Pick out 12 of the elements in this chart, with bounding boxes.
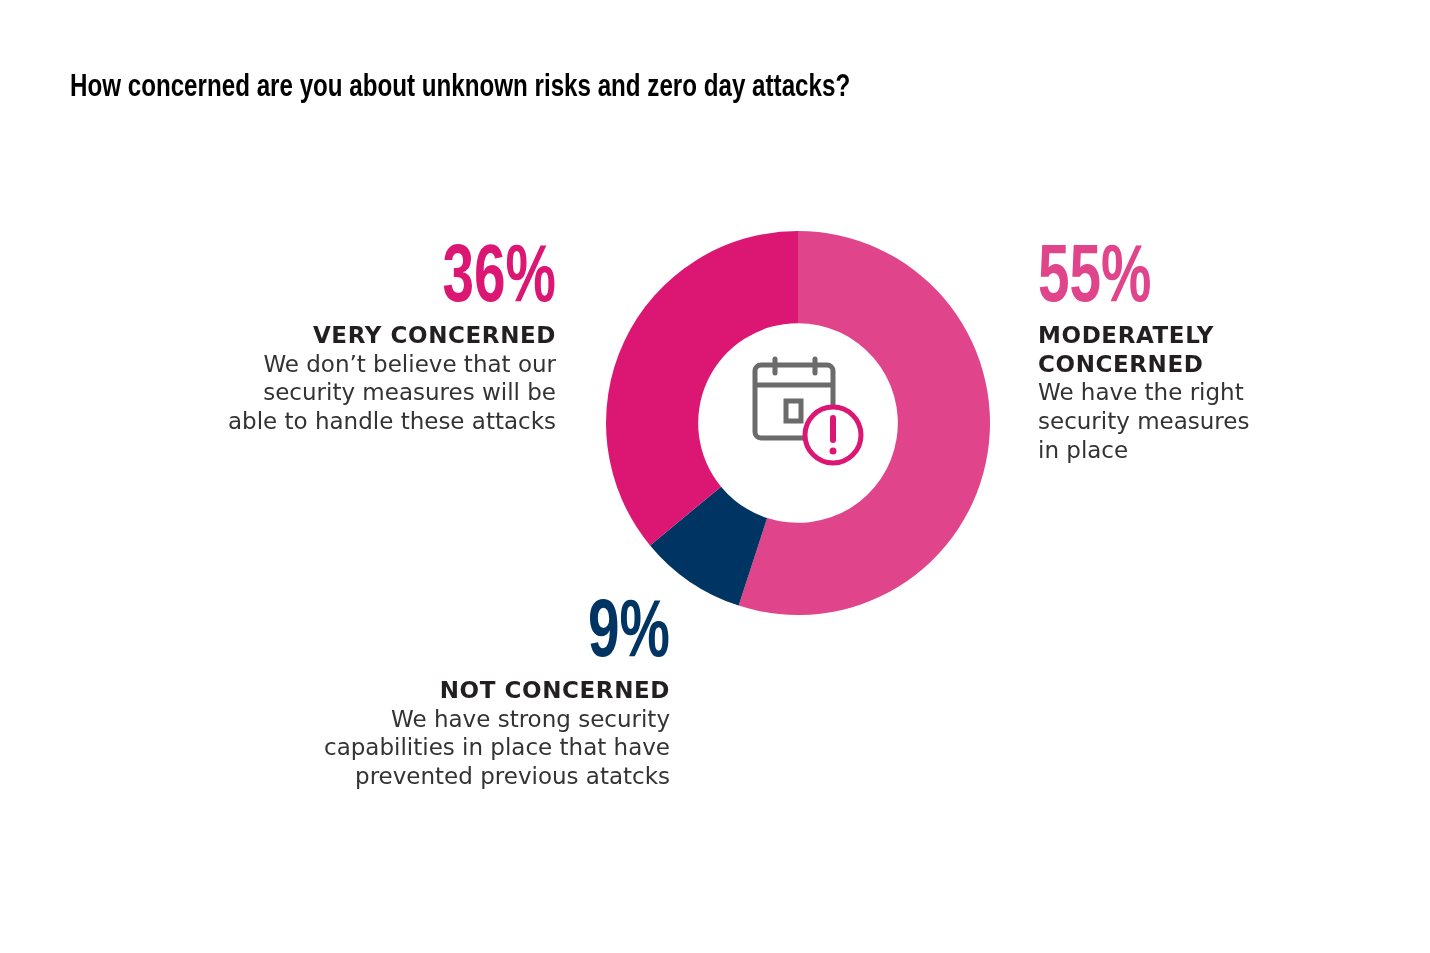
chart-title: How concerned are you about unknown risks and zero day attacks? <box>70 68 851 103</box>
slice-label: VERY CONCERNED <box>312 322 556 348</box>
text: We have the right security measures in place <box>1038 379 1250 463</box>
donut-slice <box>738 231 990 615</box>
text: We have strong security capabilities in place that have prevented previous atatcks <box>324 705 670 790</box>
slice-label: MODERATELY CONCERNED <box>1038 322 1215 377</box>
slice-label: NOT CONCERNED <box>439 677 670 703</box>
text: We don’t believe that our security measures will be able to handle these attacks <box>227 350 557 435</box>
data-label: 36% <box>442 228 556 319</box>
data-label: 9% <box>588 583 670 674</box>
donut-slice <box>606 231 798 546</box>
data-label: 55% <box>1038 228 1152 319</box>
